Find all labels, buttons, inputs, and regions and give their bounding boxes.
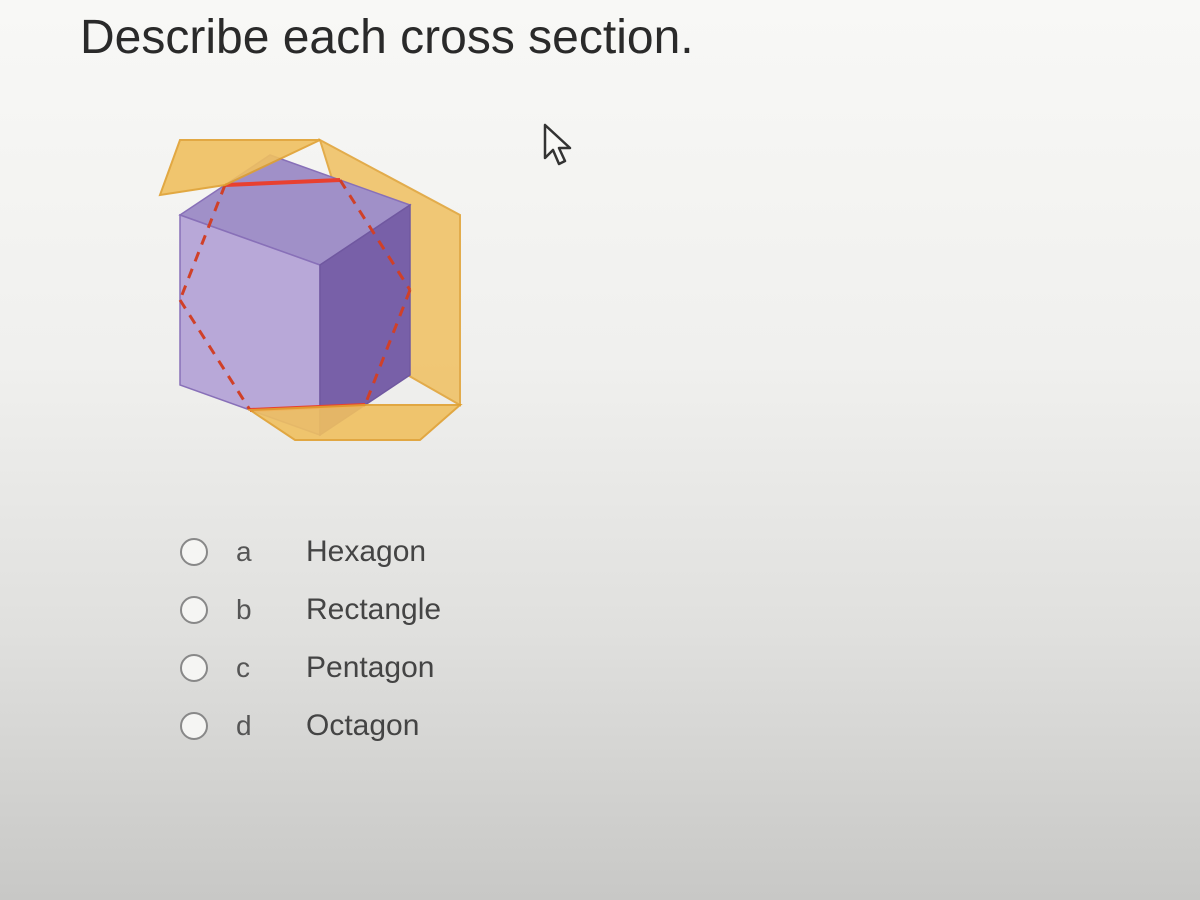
- option-text-b: Rectangle: [306, 593, 441, 627]
- option-d[interactable]: d Octagon: [180, 709, 1120, 743]
- cursor-icon: [540, 120, 580, 170]
- plane-front-bottom: [250, 405, 460, 440]
- option-c[interactable]: c Pentagon: [180, 651, 1120, 685]
- option-text-c: Pentagon: [306, 651, 434, 685]
- radio-a[interactable]: [180, 538, 208, 566]
- answer-options: a Hexagon b Rectangle c Pentagon d Octag…: [180, 535, 1120, 743]
- option-letter-d: d: [236, 710, 306, 742]
- option-letter-b: b: [236, 594, 306, 626]
- option-text-d: Octagon: [306, 709, 419, 743]
- radio-d[interactable]: [180, 712, 208, 740]
- cube-cross-section-svg: [120, 95, 500, 475]
- radio-c[interactable]: [180, 654, 208, 682]
- option-text-a: Hexagon: [306, 535, 426, 569]
- option-letter-c: c: [236, 652, 306, 684]
- option-b[interactable]: b Rectangle: [180, 593, 1120, 627]
- option-letter-a: a: [236, 536, 306, 568]
- cross-section-diagram: [120, 95, 500, 475]
- option-a[interactable]: a Hexagon: [180, 535, 1120, 569]
- question-title: Describe each cross section.: [80, 0, 1120, 95]
- question-panel: Describe each cross section.: [0, 0, 1200, 900]
- radio-b[interactable]: [180, 596, 208, 624]
